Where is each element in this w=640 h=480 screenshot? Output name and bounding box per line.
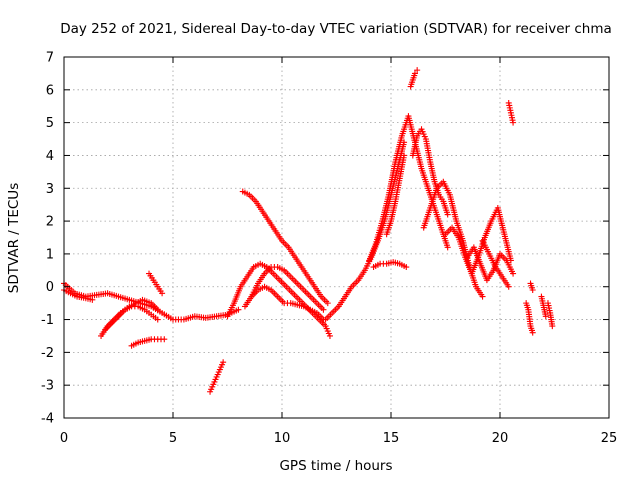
data-point bbox=[324, 300, 331, 307]
plot-frame bbox=[63, 56, 610, 419]
data-point bbox=[444, 244, 451, 251]
y-axis-label: SDTVAR / TECUs bbox=[6, 183, 22, 293]
data-point bbox=[529, 329, 536, 336]
data-point bbox=[161, 336, 168, 343]
x-tick-label: 10 bbox=[274, 431, 291, 446]
y-tick-label: 0 bbox=[46, 280, 54, 295]
x-tick-label: 20 bbox=[492, 431, 509, 446]
data-point bbox=[549, 323, 556, 330]
data-point bbox=[326, 332, 333, 339]
data-point bbox=[403, 264, 410, 271]
x-tick-label: 5 bbox=[169, 431, 177, 446]
y-tick-label: 4 bbox=[46, 149, 54, 164]
data-point bbox=[220, 359, 227, 366]
data-point bbox=[542, 313, 549, 320]
data-point bbox=[414, 67, 421, 74]
data-point bbox=[510, 119, 517, 126]
data-point bbox=[529, 287, 536, 294]
data-point bbox=[89, 296, 96, 303]
data-point bbox=[154, 316, 161, 323]
y-tick-label: 6 bbox=[46, 83, 54, 98]
y-tick-label: -1 bbox=[41, 313, 54, 328]
y-tick-label: 1 bbox=[46, 247, 54, 262]
data-point bbox=[444, 211, 451, 218]
y-tick-label: 5 bbox=[46, 116, 54, 131]
data-points bbox=[61, 67, 556, 395]
y-tick-label: -4 bbox=[41, 412, 54, 427]
y-tick-label: -3 bbox=[41, 379, 54, 394]
data-point bbox=[411, 70, 418, 77]
data-point bbox=[505, 283, 512, 290]
x-tick-label: 15 bbox=[383, 431, 400, 446]
x-tick-label: 25 bbox=[601, 431, 618, 446]
x-axis-label: GPS time / hours bbox=[279, 458, 392, 474]
data-point bbox=[159, 290, 166, 297]
y-tick-label: 7 bbox=[46, 51, 54, 66]
y-tick-label: 3 bbox=[46, 182, 54, 197]
y-tick-label: 2 bbox=[46, 215, 54, 230]
axis-ticks: 0 5 10 15 20 25 -4 -3 -2 -1 0 1 2 3 4 5 6 7 bbox=[41, 51, 617, 447]
data-point bbox=[235, 306, 242, 313]
data-point bbox=[510, 270, 517, 277]
grid bbox=[64, 57, 609, 418]
data-point bbox=[401, 152, 408, 159]
y-tick-label: -2 bbox=[41, 346, 54, 361]
x-tick-label: 0 bbox=[60, 431, 68, 446]
data-point bbox=[320, 306, 327, 313]
data-point bbox=[154, 306, 161, 313]
data-point bbox=[479, 293, 486, 300]
chart-title: Day 252 of 2021, Sidereal Day-to-day VTE… bbox=[60, 21, 612, 37]
